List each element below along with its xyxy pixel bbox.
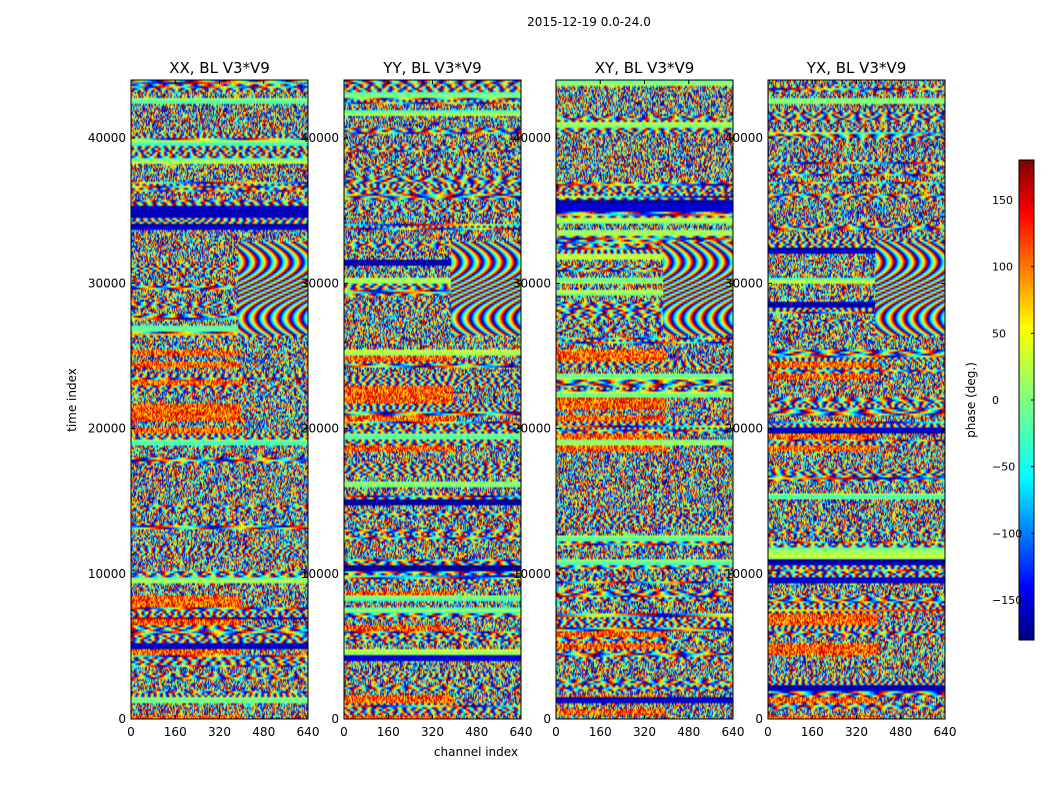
colorbar-label: phase (deg.)	[964, 362, 978, 438]
y-tick-label: 30000	[725, 276, 763, 290]
y-tick-label: 20000	[513, 422, 551, 436]
panel-1: XX, BL V3*V9 0 160 320 480 640 0 10000 20000 3000…	[88, 59, 320, 739]
x-tick-label: 640	[722, 725, 745, 739]
panel-3: XY, BL V3*V9 0 160 320 480 640 0 10000 20000 3000…	[513, 59, 745, 739]
panel-title-4: YX, BL V3*V9	[806, 59, 907, 77]
panel-4: YX, BL V3*V9 0 160 320 480 640 0 10000 20000 3000…	[725, 59, 957, 739]
x-tick-label: 160	[164, 725, 187, 739]
figure-suptitle: 2015-12-19 0.0-24.0	[527, 15, 651, 29]
y-tick-label: 30000	[301, 276, 339, 290]
y-tick-label: 30000	[513, 276, 551, 290]
phase-heatmap-3	[556, 80, 733, 719]
y-axis-label: time index	[65, 368, 79, 432]
x-tick-label: 320	[208, 725, 231, 739]
x-tick-label: 0	[340, 725, 348, 739]
y-tick-label: 20000	[88, 422, 126, 436]
y-tick-label: 0	[543, 712, 551, 726]
colorbar-tick-label: −50	[992, 461, 1015, 474]
x-tick-label: 160	[589, 725, 612, 739]
panels: XX, BL V3*V9 0 160 320 480 640 0 10000 20000 3000…	[88, 59, 957, 739]
x-tick-label: 0	[764, 725, 772, 739]
x-tick-label: 320	[421, 725, 444, 739]
colorbar-tick-label: 0	[992, 394, 999, 407]
x-tick-label: 480	[889, 725, 912, 739]
colorbar-ticks: −150 −100 −50 0 50 100 150	[992, 194, 1034, 607]
x-tick-label: 640	[510, 725, 533, 739]
phase-heatmap-4	[768, 80, 945, 719]
y-tick-label: 10000	[725, 567, 763, 581]
colorbar-tick-label: 150	[992, 194, 1013, 207]
y-tick-label: 10000	[513, 567, 551, 581]
y-tick-label: 30000	[88, 276, 126, 290]
x-tick-label: 480	[677, 725, 700, 739]
y-tick-label: 40000	[725, 131, 763, 145]
colorbar-tick-label: −150	[992, 594, 1022, 607]
y-tick-label: 40000	[513, 131, 551, 145]
colorbar-tick-label: −100	[992, 527, 1022, 540]
x-tick-label: 0	[552, 725, 560, 739]
y-tick-label: 0	[118, 712, 126, 726]
x-tick-label: 480	[465, 725, 488, 739]
panel-2: YY, BL V3*V9 0 160 320 480 640 0 10000 20000 3000…	[301, 59, 533, 739]
y-tick-label: 40000	[301, 131, 339, 145]
panel-title-2: YY, BL V3*V9	[382, 59, 481, 77]
panel-title-1: XX, BL V3*V9	[169, 59, 270, 77]
x-tick-label: 480	[252, 725, 275, 739]
y-tick-label: 10000	[301, 567, 339, 581]
y-tick-label: 20000	[725, 422, 763, 436]
x-axis-label: channel index	[434, 745, 518, 759]
x-tick-label: 0	[127, 725, 135, 739]
y-tick-label: 0	[755, 712, 763, 726]
panel-title-3: XY, BL V3*V9	[595, 59, 695, 77]
phase-heatmap-1	[131, 80, 308, 719]
x-tick-label: 640	[297, 725, 320, 739]
colorbar-tick-label: 100	[992, 261, 1013, 274]
colorbar-tick-label: 50	[992, 327, 1006, 340]
y-tick-label: 10000	[88, 567, 126, 581]
x-tick-label: 320	[845, 725, 868, 739]
phase-heatmap-2	[344, 80, 521, 719]
y-tick-label: 20000	[301, 422, 339, 436]
y-tick-label: 0	[331, 712, 339, 726]
colorbar: −150 −100 −50 0 50 100 150 phase (deg.)	[964, 159, 1035, 641]
x-tick-label: 320	[633, 725, 656, 739]
x-tick-label: 640	[934, 725, 957, 739]
x-tick-label: 160	[801, 725, 824, 739]
x-tick-label: 160	[377, 725, 400, 739]
y-tick-label: 40000	[88, 131, 126, 145]
